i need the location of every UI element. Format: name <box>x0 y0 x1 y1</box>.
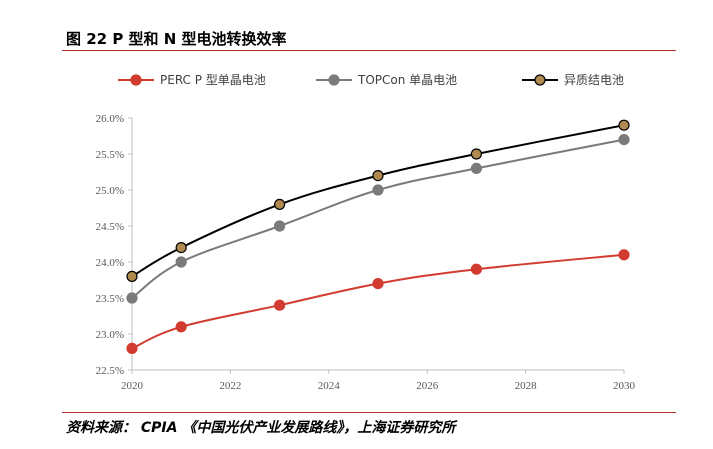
x-tick-label: 2024 <box>318 380 341 392</box>
data-point <box>126 292 138 304</box>
x-tick-label: 2030 <box>613 380 636 392</box>
y-tick-label: 23.0% <box>96 329 124 341</box>
source-note: 资料来源： CPIA 《中国光伏产业发展路线》，上海证券研究所 <box>66 420 456 436</box>
series-line <box>131 124 625 278</box>
y-tick-label: 24.5% <box>96 221 124 233</box>
series-line <box>131 138 625 299</box>
data-point <box>372 184 384 196</box>
legend-item-3: 异质结电池 <box>522 73 624 87</box>
y-tick-label: 25.5% <box>96 149 124 161</box>
y-tick-label: 23.5% <box>96 293 124 305</box>
data-point <box>372 278 384 290</box>
data-point <box>470 162 482 174</box>
series-2 <box>126 134 630 304</box>
data-point <box>470 263 482 275</box>
source-divider <box>62 412 676 413</box>
data-point <box>618 119 630 131</box>
data-point <box>372 170 384 182</box>
data-point <box>274 299 286 311</box>
legend: PERC P 型单晶电池 TOPCon 单晶电池 异质结电池 <box>118 73 624 87</box>
figure-title: 图 22 P 型和 N 型电池转换效率 <box>66 30 287 48</box>
legend-swatch-marker <box>534 74 546 86</box>
x-tick-label: 2028 <box>515 380 538 392</box>
x-tick-label: 2026 <box>416 380 439 392</box>
legend-swatch-marker <box>328 74 340 86</box>
title-divider <box>62 50 676 51</box>
x-tick-label: 2022 <box>219 380 241 392</box>
series-line <box>131 253 625 350</box>
data-point <box>126 270 138 282</box>
legend-label: TOPCon 单晶电池 <box>357 73 457 87</box>
legend-label: 异质结电池 <box>564 73 624 87</box>
axes: 22.5% 23.0% 23.5% 24.0% 24.5% 25.0% 25.5% 26.0%… <box>96 113 636 392</box>
series-1 <box>126 249 630 354</box>
legend-label: PERC P 型单晶电池 <box>160 73 266 87</box>
data-point <box>126 342 138 354</box>
data-point <box>175 256 187 268</box>
data-point <box>618 134 630 146</box>
data-point <box>618 249 630 261</box>
legend-item-2: TOPCon 单晶电池 <box>316 73 457 87</box>
legend-swatch-marker <box>130 74 142 86</box>
y-tick-label: 25.0% <box>96 185 124 197</box>
data-point <box>274 198 286 210</box>
legend-item-1: PERC P 型单晶电池 <box>118 73 266 87</box>
data-point <box>175 321 187 333</box>
y-tick-label: 26.0% <box>96 113 124 125</box>
series-3 <box>126 119 630 282</box>
y-tick-label: 24.0% <box>96 257 124 269</box>
y-tick-label: 22.5% <box>96 365 124 377</box>
series-layer <box>126 119 630 354</box>
data-point <box>274 220 286 232</box>
data-point <box>470 148 482 160</box>
data-point <box>175 242 187 254</box>
x-tick-label: 2020 <box>121 380 144 392</box>
